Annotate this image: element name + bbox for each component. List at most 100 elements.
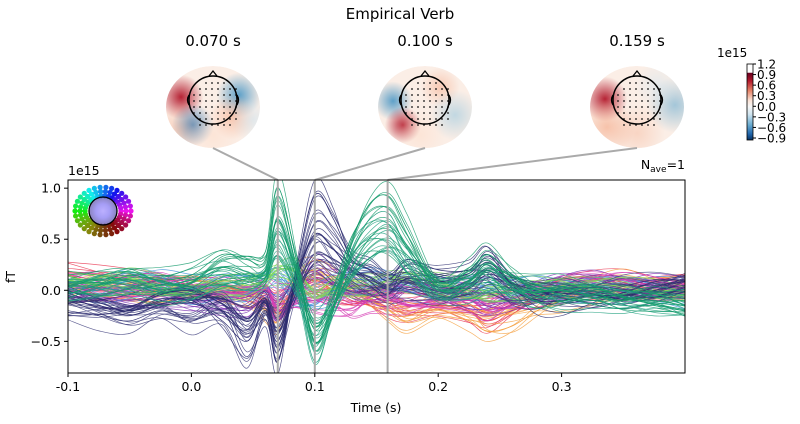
colorbar-tick-label: 0.3 <box>757 89 776 103</box>
sensor-dot <box>411 106 413 108</box>
sensor-dot <box>653 112 655 114</box>
sensor-dot <box>205 88 207 90</box>
sensor-dot <box>629 94 631 96</box>
sensor-dot <box>205 100 207 102</box>
connector-line <box>212 147 279 181</box>
sensor-dot <box>211 106 213 108</box>
sensor-dot <box>217 100 219 102</box>
nose-icon <box>208 69 218 77</box>
channel-trace <box>68 186 685 343</box>
legend-sensor-dot <box>86 229 92 235</box>
legend-sensor-dot <box>77 222 83 228</box>
legend-sensor-dot <box>97 227 104 234</box>
sensor-dot <box>211 118 213 120</box>
channel-trace <box>68 232 685 328</box>
sensor-dot <box>223 82 225 84</box>
sensor-dot <box>629 112 631 114</box>
ear-icon <box>186 94 240 106</box>
sensor-dot <box>647 82 649 84</box>
sensor-dot <box>653 94 655 96</box>
sensor-dot <box>223 112 225 114</box>
sensor-dot <box>659 118 661 120</box>
sensor-dot <box>199 94 201 96</box>
channel-traces <box>68 180 685 373</box>
sensor-dot <box>423 94 425 96</box>
sensor-dot <box>411 124 413 126</box>
sensor-dot <box>193 106 195 108</box>
sensor-dot <box>647 100 649 102</box>
sensor-dot <box>617 94 619 96</box>
legend-sensor-dot <box>127 213 133 219</box>
sensor-dot <box>223 94 225 96</box>
sensor-dot <box>435 100 437 102</box>
sensor-dot <box>441 100 443 102</box>
x-tick-label: 0.2 <box>428 379 448 394</box>
topomap: 0.100 s <box>378 32 472 148</box>
topomap-time-label: 0.100 s <box>397 32 453 50</box>
channel-trace <box>68 195 685 362</box>
sensor-dot <box>435 118 437 120</box>
legend-sensor-dot <box>122 204 129 210</box>
sensor-dot <box>441 124 443 126</box>
legend-sensor-dot <box>114 187 120 193</box>
sensor-dot <box>199 88 201 90</box>
legend-sensor-dot <box>93 189 99 196</box>
sensor-dot <box>235 112 237 114</box>
sensor-dot <box>659 112 661 114</box>
sensor-dot <box>417 82 419 84</box>
sensor-dot <box>423 118 425 120</box>
legend-sensor-dot <box>93 226 99 233</box>
sensor-dot <box>423 88 425 90</box>
x-tick-label: 0.0 <box>181 379 201 394</box>
sensor-dot <box>659 88 661 90</box>
channel-trace <box>68 251 685 336</box>
sensor-dot <box>647 118 649 120</box>
legend-sensor-dot <box>77 194 83 200</box>
sensor-dot <box>629 88 631 90</box>
sensor-dot <box>217 112 219 114</box>
sensor-dot <box>629 106 631 108</box>
sensor-dot <box>617 100 619 102</box>
sensor-dot <box>417 124 419 126</box>
legend-sensor-dot <box>107 226 113 233</box>
sensor-dot <box>193 100 195 102</box>
connector-line <box>314 147 426 181</box>
sensor-dot <box>217 118 219 120</box>
sensor-dot <box>205 106 207 108</box>
channel-trace <box>68 271 685 317</box>
sensor-dot <box>229 112 231 114</box>
channel-trace <box>68 180 685 352</box>
sensor-dot <box>211 100 213 102</box>
topomap-activity-blob <box>185 107 241 148</box>
sensor-dot <box>411 94 413 96</box>
sensor-dot <box>641 112 643 114</box>
legend-sensor-dot <box>77 208 83 214</box>
sensor-dot <box>223 106 225 108</box>
sensor-dot <box>653 100 655 102</box>
topomap-time-label: 0.159 s <box>609 32 665 50</box>
legend-sensor-dot <box>72 208 78 214</box>
legend-sensor-dot <box>115 222 121 229</box>
axes-frame <box>67 179 686 374</box>
sensor-dot <box>211 112 213 114</box>
sensor-dot <box>429 82 431 84</box>
channel-trace <box>68 245 685 344</box>
legend-sensor-dot <box>91 185 97 191</box>
head-outline <box>400 75 450 125</box>
channel-trace <box>68 220 685 365</box>
channel-trace <box>68 273 685 305</box>
channel-trace <box>68 199 685 345</box>
legend-sensor-dot <box>97 184 103 190</box>
sensor-dot <box>429 106 431 108</box>
sensor-dot <box>629 124 631 126</box>
y-tick-label: 0.5 <box>41 232 61 247</box>
colorbar-tick-label: 0.6 <box>757 79 776 93</box>
sensor-color-legend <box>72 184 134 238</box>
legend-sensor-dot <box>128 208 134 214</box>
sensor-dot <box>411 112 413 114</box>
sensor-dot <box>423 100 425 102</box>
sensor-dot <box>623 124 625 126</box>
sensor-dot <box>435 82 437 84</box>
connector-line <box>387 147 638 181</box>
legend-sensor-dot <box>109 231 115 237</box>
